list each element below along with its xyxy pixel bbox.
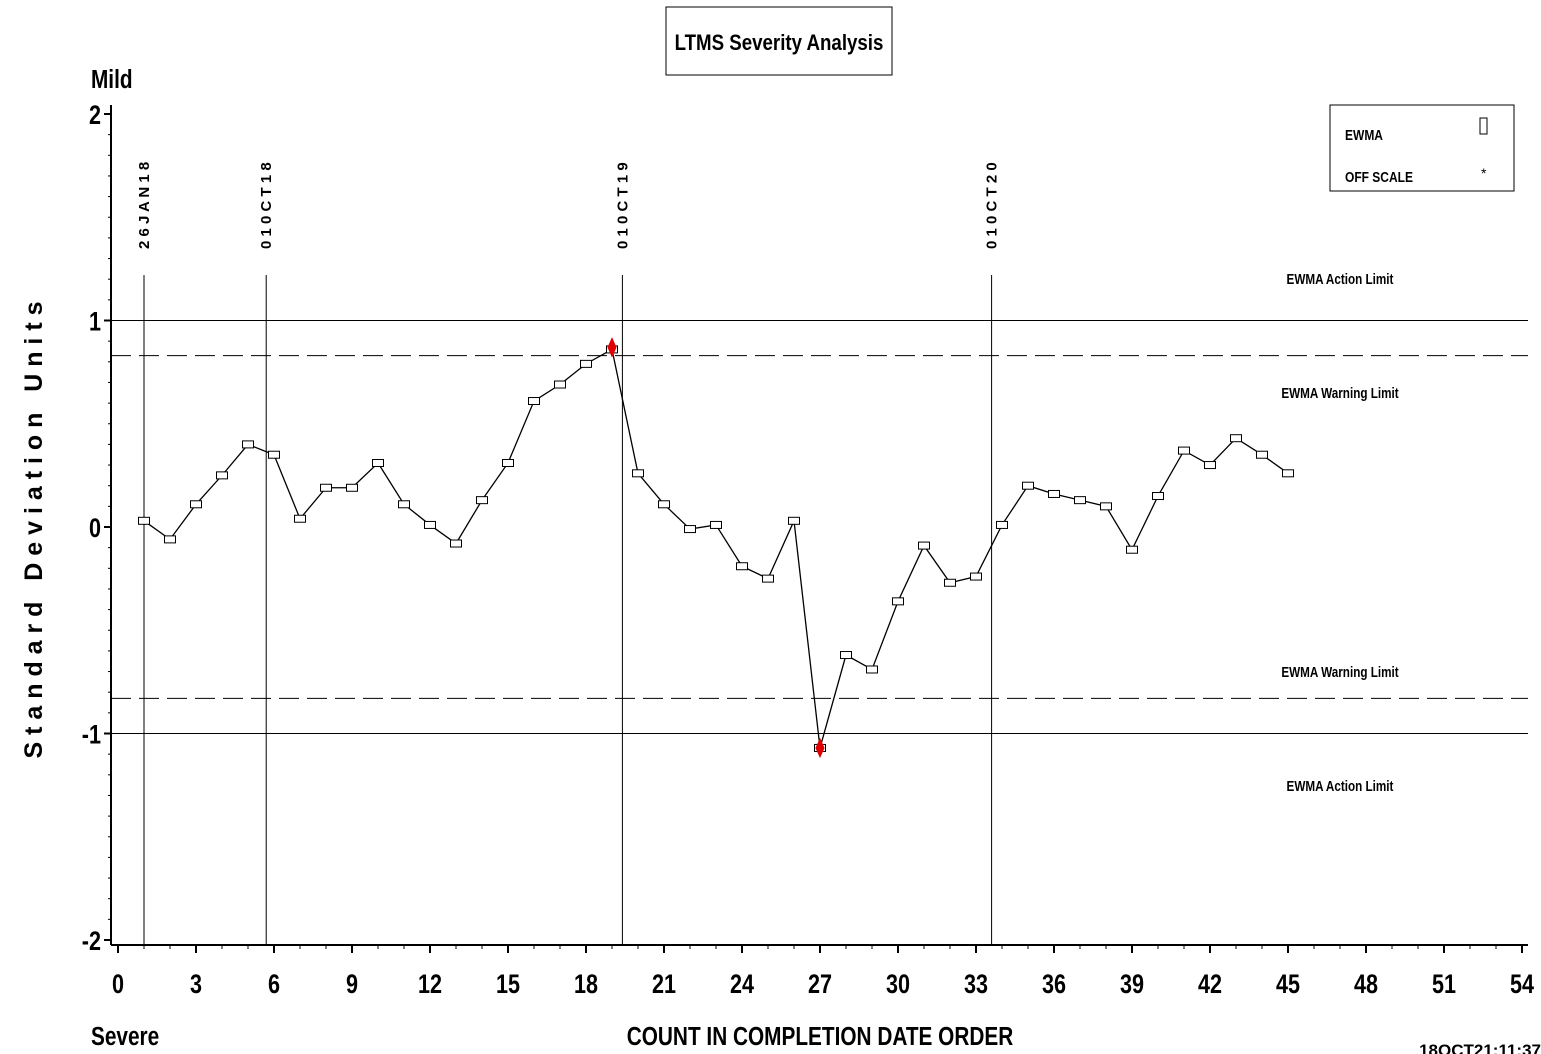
ewma-point-marker [1231, 435, 1242, 442]
y-bottom-label: Severe [91, 1022, 159, 1051]
y-tick-label: -1 [82, 720, 101, 750]
x-tick-label: 39 [1120, 970, 1144, 1000]
x-tick-label: 15 [496, 970, 520, 1000]
legend-square-marker-icon [1480, 118, 1487, 134]
ewma-point-marker [1257, 451, 1268, 458]
ewma-point-marker [789, 517, 800, 524]
ewma-point-marker [867, 666, 878, 673]
date-marker-label: 2 6 J A N 1 8 [136, 162, 153, 249]
y-tick-label: 1 [89, 307, 101, 337]
x-tick-label: 12 [418, 970, 442, 1000]
off-scale-marker-icon [816, 739, 824, 757]
ewma-point-marker [165, 536, 176, 543]
ewma-point-marker [555, 381, 566, 388]
ewma-point-marker [1283, 470, 1294, 477]
y-tick-label: -2 [82, 927, 101, 957]
x-tick-label: 42 [1198, 970, 1222, 1000]
ewma-point-marker [893, 598, 904, 605]
date-marker-label: 0 1 0 C T 2 0 [984, 162, 1001, 249]
ewma-point-marker [971, 573, 982, 580]
chart-title: LTMS Severity Analysis [675, 32, 884, 56]
ewma-point-marker [1127, 546, 1138, 553]
ewma-point-marker [425, 521, 436, 528]
ewma-point-marker [1153, 493, 1164, 500]
x-tick-label: 24 [730, 970, 754, 1000]
limit-label: EWMA Action Limit [1287, 778, 1394, 795]
ewma-point-marker [685, 526, 696, 533]
chart-title-box: LTMS Severity Analysis [666, 7, 892, 75]
ewma-point-marker [295, 515, 306, 522]
x-tick-label: 6 [268, 970, 280, 1000]
x-tick-label: 36 [1042, 970, 1066, 1000]
limit-label: EWMA Warning Limit [1281, 664, 1399, 681]
x-axis-label: COUNT IN COMPLETION DATE ORDER [627, 1022, 1014, 1051]
ewma-point-marker [529, 398, 540, 405]
ewma-point-marker [711, 521, 722, 528]
ewma-point-marker [503, 459, 514, 466]
ewma-point-marker [477, 497, 488, 504]
x-tick-label: 48 [1354, 970, 1378, 1000]
ewma-point-marker [945, 579, 956, 586]
limit-label: EWMA Warning Limit [1281, 385, 1399, 402]
ewma-point-marker [763, 575, 774, 582]
ewma-point-marker [191, 501, 202, 508]
ewma-point-marker [1075, 497, 1086, 504]
ewma-point-marker [269, 451, 280, 458]
ewma-point-marker [737, 563, 748, 570]
timestamp: 18OCT21:11:37 [1419, 1041, 1541, 1054]
legend-asterisk-marker-icon: * [1481, 165, 1487, 181]
ewma-point-marker [1179, 447, 1190, 454]
ewma-point-marker [997, 521, 1008, 528]
legend-label-off-scale: OFF SCALE [1345, 169, 1413, 186]
ewma-point-marker [243, 441, 254, 448]
ewma-point-marker [1205, 462, 1216, 469]
plot-area: 210-1-20 3 6 9 12 15 18 21 24 27 30 33 36 39 42 45 48 51 5… [82, 101, 1535, 1000]
ewma-point-marker [321, 484, 332, 491]
ewma-series-line [144, 349, 1288, 748]
ewma-point-marker [1049, 490, 1060, 497]
y-top-label: Mild [91, 65, 133, 94]
ewma-point-marker [217, 472, 228, 479]
x-tick-label: 45 [1276, 970, 1300, 1000]
y-axis-label: S t a n d a r d D e v i a t i o n U n i … [20, 301, 48, 758]
ewma-point-marker [1023, 482, 1034, 489]
x-tick-label: 30 [886, 970, 910, 1000]
x-tick-label: 18 [574, 970, 598, 1000]
ewma-point-marker [139, 517, 150, 524]
date-marker-label: 0 1 0 C T 1 9 [614, 162, 631, 249]
ewma-point-marker [347, 484, 358, 491]
date-marker-label: 0 1 0 C T 1 8 [258, 162, 275, 249]
legend-label-ewma: EWMA [1345, 127, 1383, 144]
ewma-point-marker [919, 542, 930, 549]
ewma-point-marker [581, 360, 592, 367]
x-tick-label: 3 [190, 970, 202, 1000]
off-scale-marker-icon [608, 338, 616, 356]
ewma-point-marker [399, 501, 410, 508]
x-tick-label: 9 [346, 970, 358, 1000]
limit-label: EWMA Action Limit [1287, 271, 1394, 288]
ewma-point-marker [373, 459, 384, 466]
ewma-point-marker [633, 470, 644, 477]
ewma-point-marker [451, 540, 462, 547]
ewma-point-marker [841, 652, 852, 659]
x-tick-label: 54 [1510, 970, 1534, 1000]
x-tick-label: 21 [652, 970, 676, 1000]
ewma-point-marker [1101, 503, 1112, 510]
legend: EWMA OFF SCALE * [1330, 105, 1514, 191]
x-tick-label: 0 [112, 970, 124, 1000]
ewma-point-marker [659, 501, 670, 508]
x-tick-label: 33 [964, 970, 988, 1000]
y-tick-label: 2 [89, 101, 101, 131]
y-tick-label: 0 [89, 514, 101, 544]
x-tick-label: 27 [808, 970, 832, 1000]
x-tick-label: 51 [1432, 970, 1456, 1000]
